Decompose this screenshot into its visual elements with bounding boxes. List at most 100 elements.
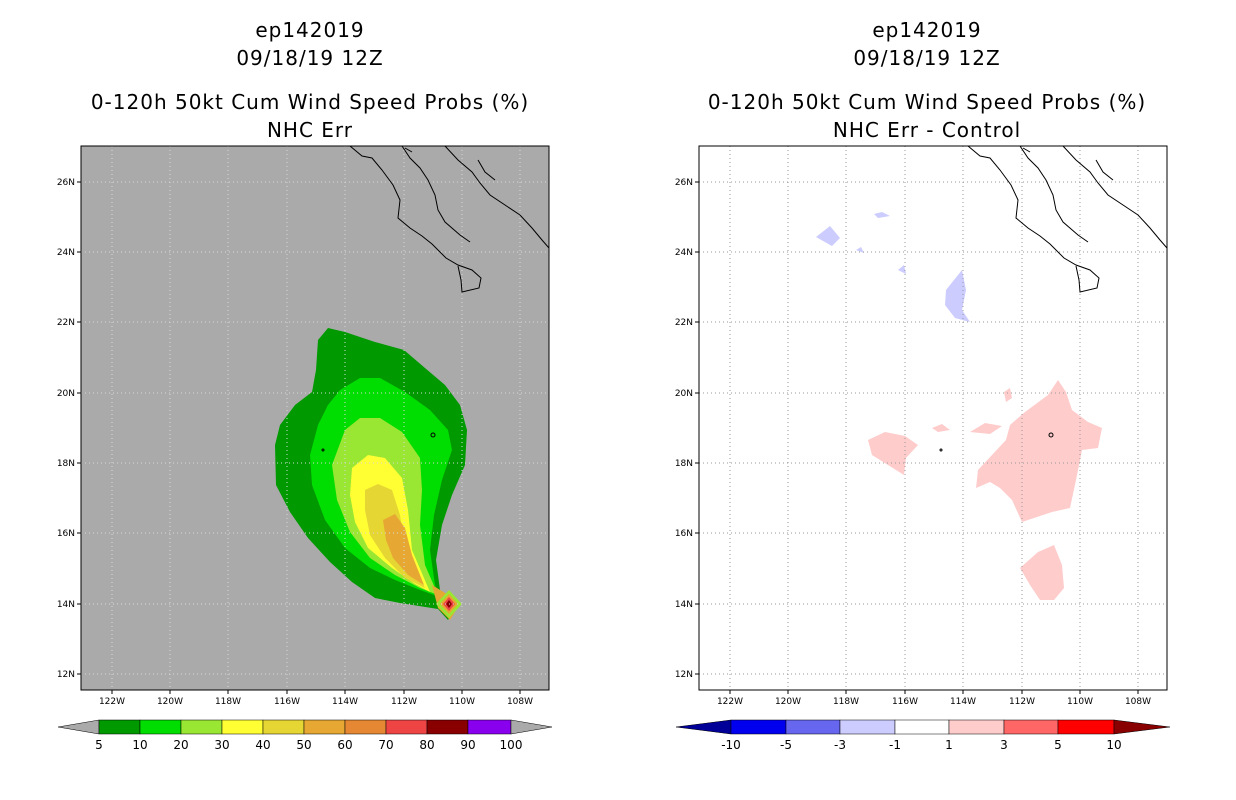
left-colorbar-swatch — [180, 719, 223, 735]
right-lon-label: 110W — [1067, 697, 1093, 707]
right-colorbar-swatch — [839, 719, 896, 735]
right-colorbar-label: -1 — [889, 738, 901, 752]
right-subtitle: NHC Err - Control — [832, 118, 1022, 142]
left-colorbar: 5 10 20 30 40 50 60 70 80 90 100 — [57, 719, 553, 752]
right-colorbar-swatch — [948, 719, 1005, 735]
right-lat-label: 22N — [675, 318, 693, 328]
left-colorbar-label: 100 — [500, 738, 523, 752]
right-colorbar-label: 1 — [945, 738, 953, 752]
diff-positive-patch — [932, 424, 950, 432]
diff-positive-patch — [976, 380, 1102, 522]
right-map-frame — [698, 145, 1168, 691]
left-lat-label: 24N — [57, 248, 75, 258]
left-colorbar-swatch — [385, 719, 428, 735]
left-lon-label: 118W — [215, 697, 241, 707]
right-product-title: 0-120h 50kt Cum Wind Speed Probs (%) — [707, 90, 1147, 114]
left-lon-label: 122W — [99, 697, 125, 707]
diff-positive-patch — [1004, 388, 1012, 402]
left-gridlines — [81, 146, 549, 690]
right-colorbar-swatch — [785, 719, 841, 735]
left-colorbar-swatch — [467, 719, 512, 735]
right-colorbar-swatch — [1057, 719, 1115, 735]
right-lat-label: 18N — [675, 459, 693, 469]
left-probability-contours — [275, 328, 467, 620]
left-lat-label: 26N — [57, 178, 75, 188]
left-colorbar-label: 5 — [95, 738, 103, 752]
diff-positive-patch — [1020, 545, 1064, 600]
left-colorbar-label: 80 — [419, 738, 434, 752]
diff-negative-patch — [945, 270, 970, 322]
right-map: 26N 24N 22N 20N 18N 16N 14N 12N 122W 120… — [675, 145, 1168, 707]
right-lon-label: 122W — [717, 697, 743, 707]
left-colorbar-swatch — [139, 719, 182, 735]
left-colorbar-label: 50 — [296, 738, 311, 752]
right-lat-label: 12N — [675, 670, 693, 680]
left-colorbar-label: 20 — [173, 738, 188, 752]
left-lat-label: 16N — [57, 529, 75, 539]
left-colorbar-label: 30 — [214, 738, 229, 752]
right-colorbar-label: -3 — [834, 738, 846, 752]
left-map: 26N 24N 22N 20N 18N 16N 14N 12N 122W 120… — [57, 145, 550, 707]
left-lon-label: 114W — [332, 697, 358, 707]
right-colorbar-label: 10 — [1106, 738, 1121, 752]
left-colorbar-label: 10 — [132, 738, 147, 752]
diff-negative-patch — [856, 247, 864, 253]
right-gridlines — [699, 146, 1167, 690]
right-map-background — [699, 146, 1167, 690]
right-lat-label: 24N — [675, 248, 693, 258]
left-colorbar-swatch — [426, 719, 469, 735]
left-product-title: 0-120h 50kt Cum Wind Speed Probs (%) — [90, 90, 530, 114]
right-lon-labels: 122W 120W 118W 116W 114W 112W 110W 108W — [717, 697, 1151, 707]
left-map-frame — [80, 145, 550, 691]
left-lon-label: 112W — [391, 697, 417, 707]
left-colorbar-high-arrow — [510, 719, 553, 735]
left-colorbar-label: 90 — [460, 738, 475, 752]
contour-50pct — [383, 514, 424, 585]
left-lat-label: 12N — [57, 670, 75, 680]
left-lat-label: 18N — [57, 459, 75, 469]
right-lat-label: 20N — [675, 389, 693, 399]
right-lon-label: 118W — [833, 697, 859, 707]
right-colorbar-label: -5 — [780, 738, 792, 752]
right-lon-label: 112W — [1009, 697, 1035, 707]
left-colorbar-swatch — [98, 719, 141, 735]
right-colorbar-swatch — [730, 719, 787, 735]
left-colorbar-label: 40 — [255, 738, 270, 752]
left-datetime: 09/18/19 12Z — [236, 46, 384, 70]
left-storm-id: ep142019 — [255, 18, 365, 42]
right-colorbar-label: -10 — [721, 738, 741, 752]
right-colorbar-swatch — [894, 719, 950, 735]
left-lat-label: 20N — [57, 389, 75, 399]
left-colorbar-labels: 5 10 20 30 40 50 60 70 80 90 100 — [95, 738, 522, 752]
diff-negative-patch — [816, 226, 840, 246]
right-colorbar-label: 5 — [1054, 738, 1062, 752]
right-lon-label: 114W — [950, 697, 976, 707]
right-lat-label: 14N — [675, 600, 693, 610]
right-colorbar-low-arrow — [675, 719, 732, 735]
right-colorbar-high-arrow — [1113, 719, 1171, 735]
left-lat-ticks — [77, 181, 81, 675]
right-coastline — [939, 146, 1167, 452]
right-storm-id: ep142019 — [872, 18, 982, 42]
left-lon-labels: 122W 120W 118W 116W 114W 112W 110W 108W — [99, 697, 533, 707]
left-colorbar-swatch — [262, 719, 305, 735]
left-lat-labels: 26N 24N 22N 20N 18N 16N 14N 12N — [57, 178, 75, 680]
right-colorbar-labels: -10 -5 -3 -1 1 3 5 10 — [721, 738, 1121, 752]
left-colorbar-label: 70 — [378, 738, 393, 752]
left-lon-label: 110W — [449, 697, 475, 707]
left-lon-label: 116W — [274, 697, 300, 707]
left-coastline — [321, 146, 549, 452]
right-colorbar-swatch — [1003, 719, 1059, 735]
left-colorbar-label: 60 — [337, 738, 352, 752]
right-lat-label: 26N — [675, 178, 693, 188]
right-lon-label: 116W — [892, 697, 918, 707]
right-lat-labels: 26N 24N 22N 20N 18N 16N 14N 12N — [675, 178, 693, 680]
left-lon-ticks — [111, 690, 521, 694]
right-colorbar-label: 3 — [1000, 738, 1008, 752]
left-colorbar-swatch — [221, 719, 264, 735]
left-lon-label: 120W — [157, 697, 183, 707]
right-lat-ticks — [695, 181, 699, 675]
right-lon-label: 108W — [1125, 697, 1151, 707]
left-lat-label: 14N — [57, 600, 75, 610]
diff-negative-patch — [874, 212, 890, 218]
